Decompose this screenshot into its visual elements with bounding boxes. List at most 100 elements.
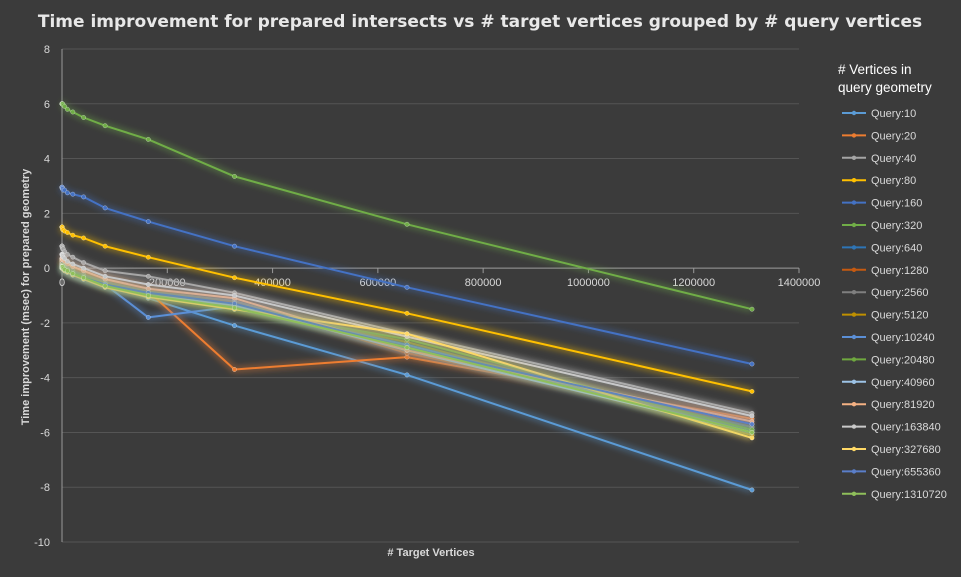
y-tick-label: 2 (44, 208, 50, 220)
legend-item: Query:320 (842, 220, 922, 232)
legend-marker (851, 200, 857, 205)
data-point (145, 254, 151, 260)
legend-marker (851, 133, 857, 138)
data-point (70, 109, 76, 115)
y-tick-label: 6 (44, 99, 50, 111)
data-point (404, 284, 410, 290)
legend-label: Query:5120 (871, 310, 928, 322)
data-point (232, 275, 237, 281)
data-point (749, 306, 755, 312)
legend-label: Query:40 (871, 153, 916, 165)
data-point (70, 191, 76, 197)
legend-label: Query:320 (871, 220, 922, 232)
legend-label: Query:10 (871, 108, 916, 120)
legend-marker (851, 446, 857, 452)
legend-item: Query:1310720 (842, 489, 947, 501)
y-tick-label: 4 (44, 154, 50, 166)
series-query-160 (58, 183, 755, 368)
plot-area (58, 100, 755, 494)
legend-marker (851, 424, 857, 429)
data-point (232, 323, 237, 329)
data-point (70, 254, 76, 260)
data-point (749, 361, 755, 367)
series-query-80 (58, 223, 755, 395)
data-point (749, 421, 755, 427)
data-point (404, 372, 410, 378)
data-point (81, 265, 87, 271)
legend-item: Query:327680 (842, 444, 941, 456)
y-tick-label: -10 (34, 537, 50, 549)
legend-label: Query:81920 (871, 399, 935, 411)
legend-label: Query:20480 (871, 354, 935, 366)
legend-label: Query:655360 (871, 466, 941, 478)
legend-label: Query:1280 (871, 265, 928, 277)
data-point (64, 230, 70, 235)
data-point (70, 232, 76, 238)
x-tick-label: 800000 (465, 277, 502, 289)
legend-label: Query:327680 (871, 444, 941, 456)
data-point (64, 268, 70, 274)
data-point (81, 194, 87, 200)
data-point (70, 261, 76, 267)
legend-label: Query:2560 (871, 287, 928, 299)
x-tick-label: 1400000 (778, 277, 821, 289)
data-point (145, 273, 151, 279)
data-point (232, 243, 237, 249)
y-tick-label: -4 (40, 373, 50, 385)
y-tick-label: 0 (44, 263, 50, 275)
x-tick-label: 1000000 (567, 277, 610, 289)
data-point (232, 367, 237, 372)
y-tick-label: -6 (40, 427, 50, 439)
legend-marker (851, 469, 857, 474)
x-tick-label: 0 (59, 277, 65, 289)
data-point (102, 243, 108, 249)
legend-item: Query:80 (842, 175, 916, 187)
legend-label: Query:1310720 (871, 489, 947, 501)
data-point (404, 310, 410, 316)
data-point (81, 275, 87, 281)
legend-marker (851, 110, 857, 116)
data-point (64, 106, 70, 112)
data-point (102, 283, 108, 289)
data-point (404, 221, 410, 227)
legend-item: Query:640 (842, 242, 922, 254)
legend-label: Query:20 (871, 130, 916, 142)
legend-marker (851, 491, 857, 496)
series-query-163840 (58, 250, 755, 420)
legend-item: Query:20480 (842, 354, 935, 366)
data-point (749, 487, 755, 493)
data-point (145, 282, 151, 287)
legend-label: Query:163840 (871, 422, 941, 434)
data-point (749, 435, 755, 441)
x-axis-label: # Target Vertices (387, 547, 474, 559)
series-query-1310720 (59, 263, 755, 436)
series-query-320 (59, 100, 755, 313)
data-point (145, 219, 151, 225)
legend-item: Query:1280 (842, 265, 928, 277)
legend-marker (851, 379, 857, 384)
data-point (81, 115, 87, 120)
legend-title-line-2: query geometry (838, 80, 932, 95)
data-point (102, 273, 108, 279)
legend-marker (851, 334, 857, 340)
chart-title: Time improvement for prepared intersects… (38, 12, 922, 32)
legend-marker (851, 312, 857, 317)
data-point (81, 235, 87, 241)
legend: # Vertices in query geometry Query:10 Que… (838, 62, 947, 501)
legend-item: Query:5120 (842, 310, 928, 322)
legend-label: Query:640 (871, 242, 922, 254)
legend-item: Query:20 (842, 130, 916, 142)
series-glow (58, 242, 753, 417)
data-point (749, 429, 755, 435)
y-tick-label: 8 (44, 44, 50, 56)
legend-marker (851, 357, 857, 362)
data-point (145, 314, 151, 320)
data-point (404, 331, 410, 337)
legend-label: Query:80 (871, 175, 916, 187)
legend-item: Query:160 (842, 198, 922, 210)
legend-marker (851, 178, 857, 183)
data-point (102, 205, 108, 211)
y-tick-label: -2 (40, 318, 50, 330)
